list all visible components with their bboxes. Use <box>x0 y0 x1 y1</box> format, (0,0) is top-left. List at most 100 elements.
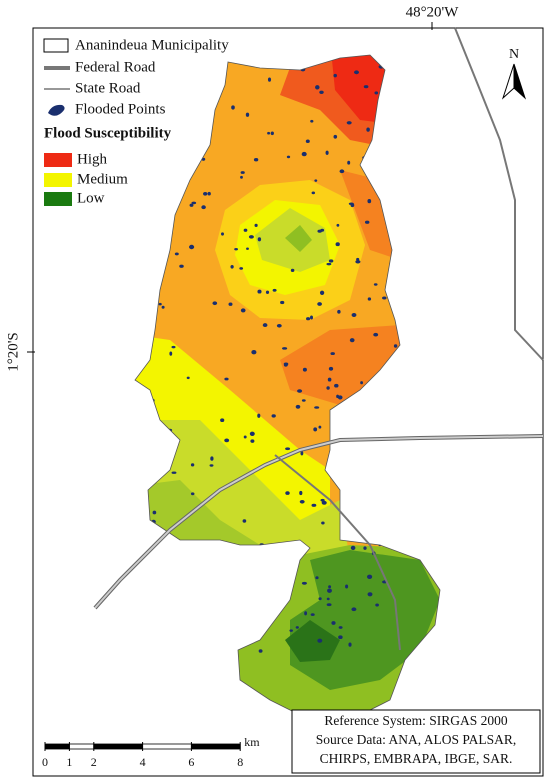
legend: Ananindeua Municipality Federal Road Sta… <box>43 37 229 206</box>
info-line: Reference System: SIRGAS 2000 <box>324 713 508 728</box>
flooded-point <box>191 201 197 205</box>
flooded-point <box>336 223 340 227</box>
flooded-point <box>201 205 206 210</box>
flooded-point <box>299 500 305 504</box>
flooded-point <box>328 585 332 589</box>
flooded-point <box>158 302 162 306</box>
state-road <box>454 27 544 361</box>
scale-label: 8 <box>237 755 243 769</box>
info-box: Reference System: SIRGAS 2000 Source Dat… <box>291 709 541 774</box>
flooded-point <box>283 362 289 366</box>
flooded-point <box>310 119 314 123</box>
flooded-point <box>280 300 285 305</box>
flooded-point <box>210 456 214 461</box>
federal-road <box>94 435 544 609</box>
flooded-point <box>245 112 250 117</box>
flooded-point <box>315 85 320 90</box>
flooded-point <box>310 613 315 616</box>
flooded-point <box>289 629 293 632</box>
flooded-point <box>364 220 370 224</box>
flooded-point <box>338 626 343 629</box>
flooded-point <box>301 581 307 585</box>
flooded-point <box>346 121 352 125</box>
legend-swatch <box>44 192 72 206</box>
flooded-point <box>333 73 337 78</box>
flooded-point <box>314 179 318 182</box>
flooded-point <box>349 338 355 343</box>
flooded-point <box>373 283 378 286</box>
flooded-point <box>258 649 263 653</box>
flooded-point <box>339 169 345 174</box>
flooded-point <box>203 191 208 196</box>
latitude-label: 1°20'S <box>5 332 21 372</box>
flooded-point <box>243 435 247 439</box>
flooded-point <box>314 406 320 409</box>
flooded-point <box>317 638 323 643</box>
legend-swatch <box>44 153 72 167</box>
legend-swatch <box>48 104 65 116</box>
flooded-point <box>320 228 325 232</box>
scale-segment <box>44 743 70 750</box>
flooded-point <box>367 199 372 204</box>
flooded-point <box>290 268 295 272</box>
scale-unit: km <box>244 735 260 749</box>
flooded-point <box>246 247 249 250</box>
legend-label: Federal Road <box>75 59 156 75</box>
flooded-point <box>272 288 277 292</box>
flooded-point <box>328 259 334 263</box>
flooded-point <box>230 264 234 269</box>
scale-label: 4 <box>140 755 146 769</box>
flooded-point <box>363 546 367 550</box>
flooded-point <box>355 260 361 264</box>
scale-label: 2 <box>91 755 97 769</box>
legend-label: Ananindeua Municipality <box>75 37 229 53</box>
flooded-point <box>257 237 262 242</box>
flooded-point <box>330 352 335 356</box>
flooded-point <box>174 252 179 256</box>
flooded-point <box>326 262 332 266</box>
flooded-point <box>325 150 329 155</box>
flooded-point <box>243 228 248 232</box>
flooded-point <box>326 603 332 607</box>
flooded-point <box>251 350 257 355</box>
flooded-point <box>311 503 317 507</box>
flooded-point <box>190 492 195 496</box>
flooded-point <box>320 498 325 502</box>
info-line: Source Data: ANA, ALOS PALSAR, <box>316 732 517 747</box>
flooded-point <box>331 621 336 625</box>
flooded-point <box>209 464 214 467</box>
flooded-point <box>354 70 359 75</box>
legend-label: Medium <box>77 171 128 187</box>
flooded-point <box>297 389 303 393</box>
flooded-point <box>302 367 307 372</box>
north-arrow: N <box>501 47 527 100</box>
scale-label: 1 <box>66 755 72 769</box>
flooded-point <box>253 157 259 162</box>
flooded-point <box>242 519 247 523</box>
flooded-point <box>231 105 235 110</box>
flooded-point <box>228 302 233 306</box>
flooded-point <box>313 427 318 432</box>
flooded-point <box>282 347 288 350</box>
flooded-point <box>315 576 319 580</box>
flooded-point <box>337 395 343 400</box>
flooded-point <box>271 414 276 418</box>
flooded-point <box>257 289 262 294</box>
legend-label: Low <box>77 190 105 206</box>
flooded-point <box>267 77 272 82</box>
flooded-point <box>393 344 398 348</box>
flooded-point <box>327 377 332 382</box>
flooded-point <box>305 139 310 143</box>
flooded-point <box>301 151 307 157</box>
flooded-point <box>248 235 254 239</box>
flooded-point <box>257 413 261 418</box>
flooded-point <box>262 323 268 328</box>
flooded-point <box>334 383 339 388</box>
flooded-point <box>179 264 184 268</box>
flooded-point <box>295 404 301 409</box>
flooded-point <box>382 296 387 300</box>
flooded-point <box>351 313 357 317</box>
flooded-point <box>270 131 274 136</box>
legend-swatch <box>43 38 69 53</box>
